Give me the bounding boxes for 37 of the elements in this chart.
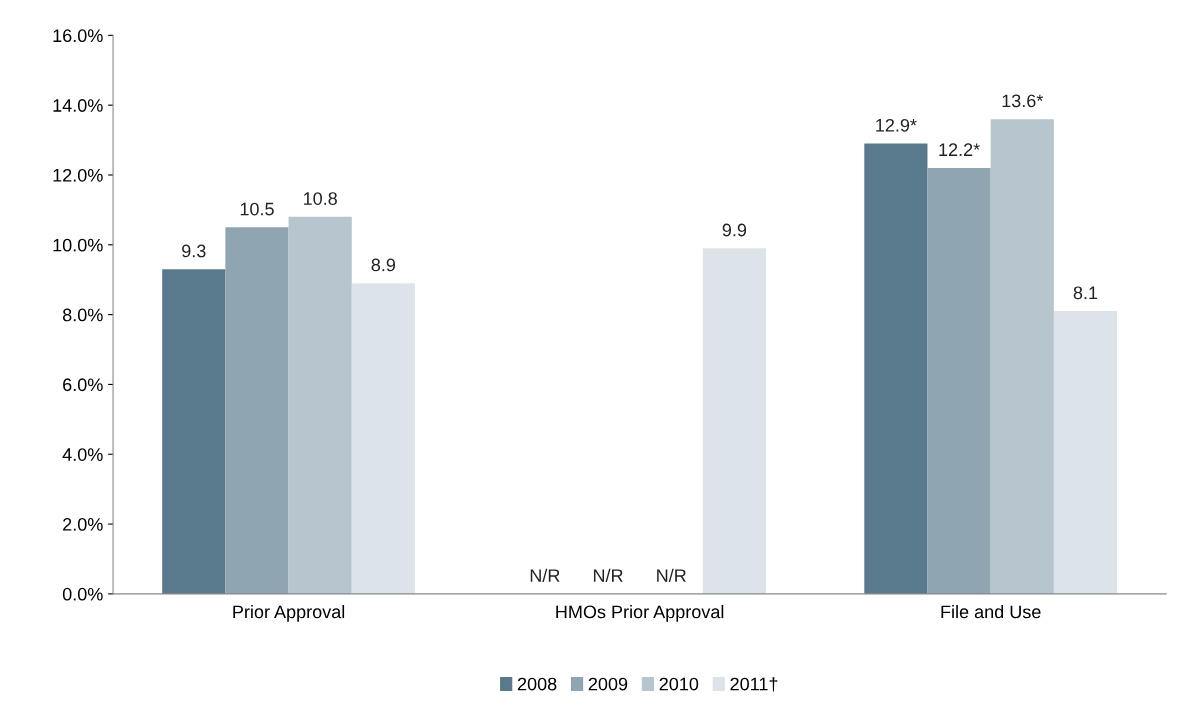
data-label: 9.9	[722, 223, 747, 237]
y-tick-label: 12.0%	[53, 168, 103, 182]
legend-label: 2009	[588, 677, 628, 691]
data-label: 8.1	[1073, 286, 1098, 300]
bar	[927, 168, 991, 594]
bar	[225, 227, 289, 594]
legend-label: 2011†	[730, 677, 778, 692]
legend-label: 2008	[517, 677, 557, 691]
y-tick-label: 14.0%	[53, 99, 103, 112]
y-tick-label: 0.0%	[62, 587, 103, 601]
bar	[1053, 311, 1118, 594]
bar	[702, 248, 766, 594]
y-tick-label: 6.0%	[63, 378, 103, 392]
bar	[351, 283, 415, 594]
text: N/R	[593, 568, 623, 582]
data-label: 10.5	[240, 202, 274, 216]
data-label: 12.9*	[876, 118, 917, 132]
legend-label: 2010	[659, 677, 699, 691]
x-tick-label: HMOs Prior Approval	[556, 604, 724, 622]
y-tick-label: 8.0%	[62, 308, 103, 322]
text: N/R	[657, 568, 686, 582]
x-tick-label: File and Use	[941, 604, 1041, 619]
bar	[288, 216, 352, 594]
data-label: 12.2*	[939, 143, 980, 156]
bar	[990, 119, 1054, 594]
y-tick-label: 16.0%	[53, 29, 103, 43]
data-label: 13.6*	[1002, 94, 1044, 108]
text: N/R	[530, 568, 560, 582]
data-label: 8.9	[371, 258, 396, 272]
y-tick-label: 4.0%	[62, 448, 103, 461]
y-tick-label: 2.0%	[63, 518, 103, 531]
y-tick-label: 10.0%	[53, 238, 103, 252]
data-label: 9.3	[182, 244, 206, 258]
bar	[864, 143, 928, 594]
x-tick-label: Prior Approval	[233, 604, 345, 622]
bar	[162, 269, 226, 594]
data-label: 10.8	[303, 192, 337, 205]
